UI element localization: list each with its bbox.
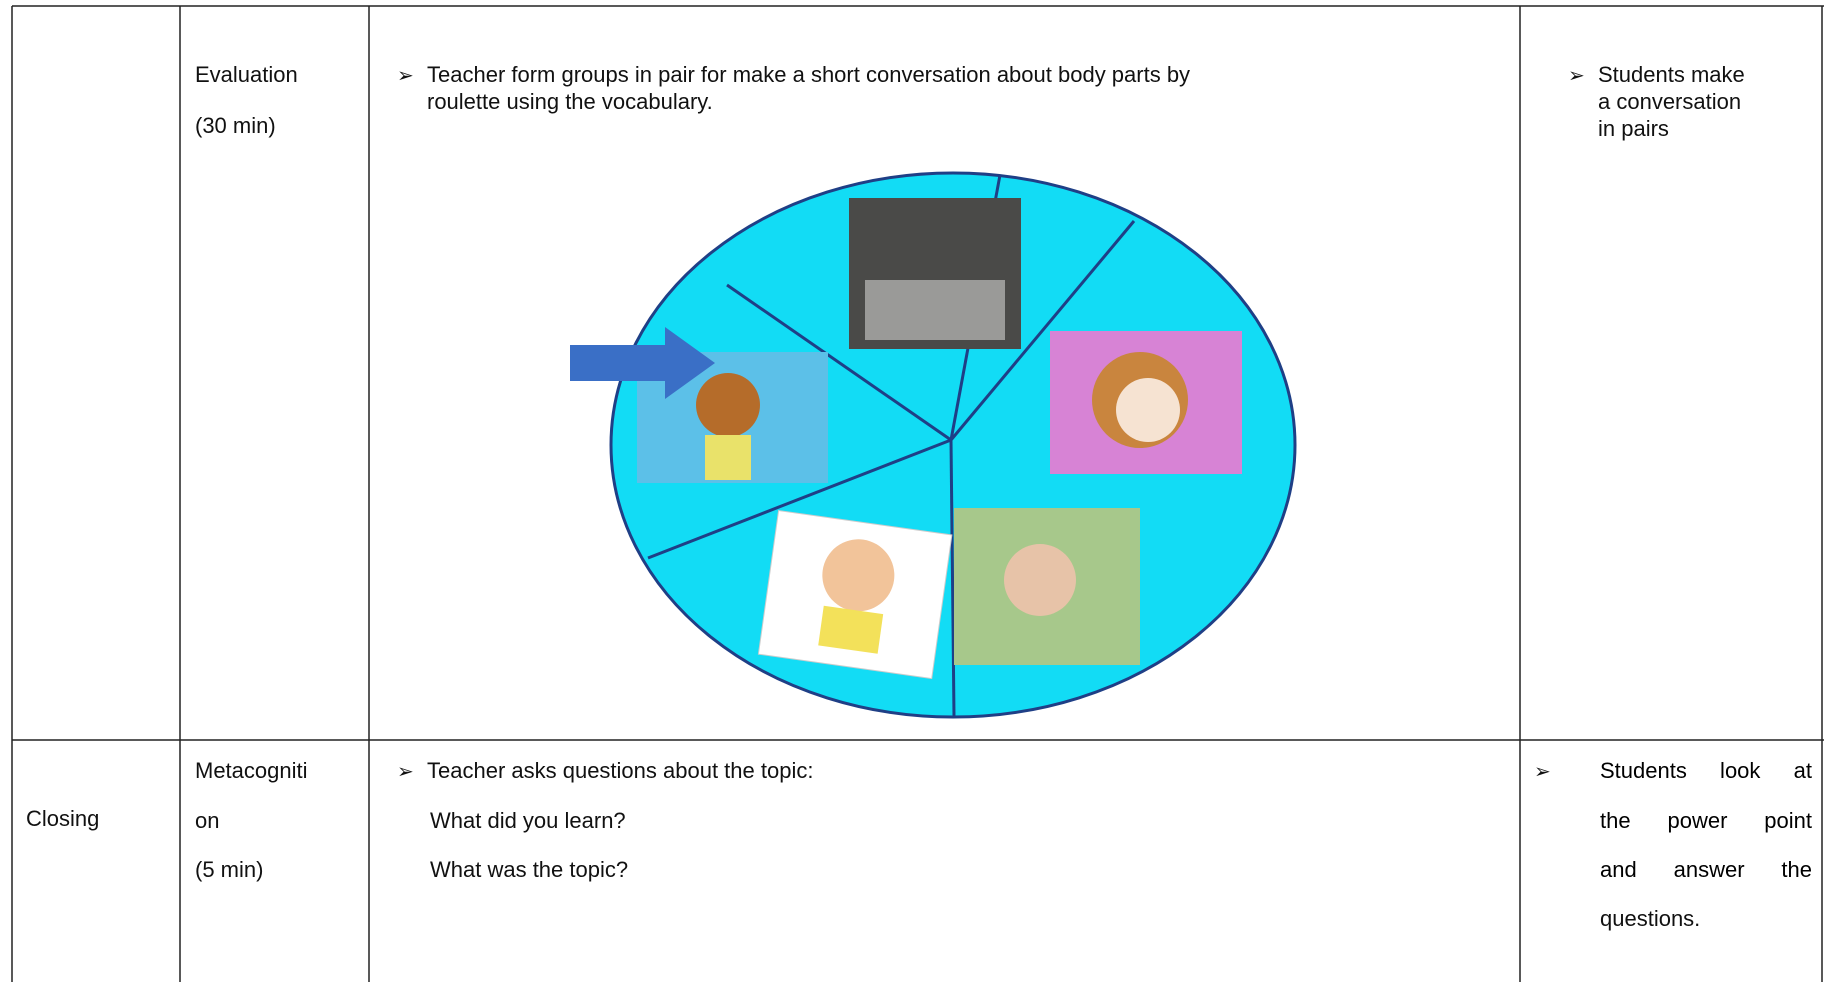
students-text: Students look at [1600, 758, 1812, 783]
teacher-text: roulette using the vocabulary. [427, 89, 713, 114]
students-text: questions. [1600, 906, 1701, 931]
students-text: Students make [1598, 62, 1745, 87]
students-text: a conversation [1598, 89, 1742, 114]
activity-label: Metacogniti [195, 758, 308, 783]
stage-label: Closing [26, 806, 100, 831]
students-text: in pairs [1598, 116, 1669, 141]
bullet: ➢ [397, 761, 414, 783]
question: What was the topic? [430, 857, 629, 882]
bullet: ➢ [397, 65, 414, 87]
question: What did you learn? [430, 808, 626, 833]
activity-time: (5 min) [195, 857, 264, 882]
teacher-text: Teacher form groups in pair for make a s… [427, 62, 1191, 87]
teacher-text: Teacher asks questions about the topic: [427, 758, 814, 783]
activity-label: on [195, 808, 220, 833]
activity-label: Evaluation [195, 62, 298, 87]
students-text: and answer the [1600, 857, 1812, 882]
bullet: ➢ [1534, 761, 1551, 783]
activity-time: (30 min) [195, 113, 276, 138]
bullet: ➢ [1568, 65, 1585, 87]
students-text: the power point [1600, 808, 1812, 833]
